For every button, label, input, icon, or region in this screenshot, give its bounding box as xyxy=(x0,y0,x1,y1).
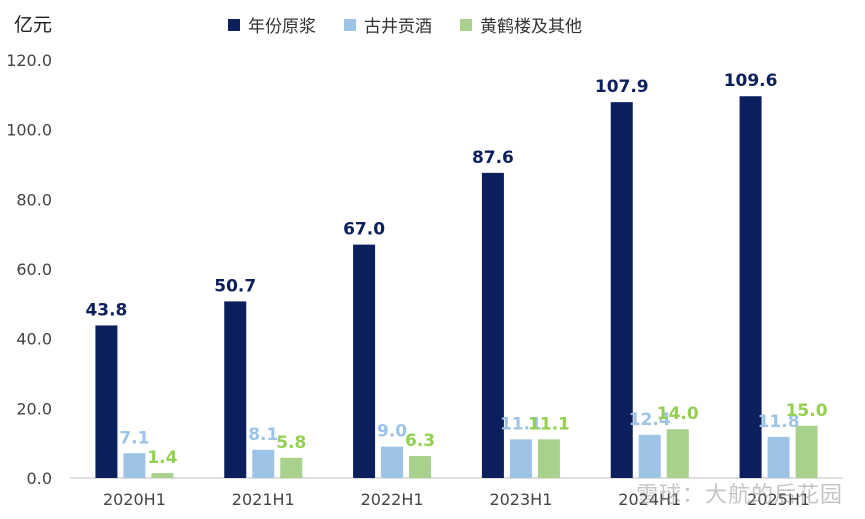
legend-swatch-series-1 xyxy=(228,18,240,31)
x-tick-label: 2022H1 xyxy=(361,490,424,509)
bar xyxy=(610,102,633,479)
data-label: 5.8 xyxy=(276,433,306,453)
data-label: 15.0 xyxy=(786,401,828,421)
legend-item-series-3: 黄鹤楼及其他 xyxy=(460,12,582,37)
bar xyxy=(739,96,762,478)
legend-label-series-1: 年份原浆 xyxy=(248,17,316,37)
data-label: 14.0 xyxy=(657,404,699,424)
legend-label-series-2: 古井贡酒 xyxy=(364,17,432,37)
bar xyxy=(381,446,404,478)
bar xyxy=(123,453,146,478)
x-tick-label: 2024H1 xyxy=(618,490,681,509)
y-tick-label: 100.0 xyxy=(6,121,52,140)
data-label: 11.8 xyxy=(758,412,800,432)
data-label: 6.3 xyxy=(405,431,435,451)
bar xyxy=(481,172,504,479)
x-tick-label: 2020H1 xyxy=(103,490,166,509)
legend-swatch-series-2 xyxy=(344,18,356,31)
data-label: 9.0 xyxy=(377,422,407,442)
y-axis-unit-label: 亿元 xyxy=(14,14,53,36)
x-tick-label: 2023H1 xyxy=(489,490,552,509)
bar xyxy=(252,449,275,478)
data-label: 109.6 xyxy=(724,71,778,91)
bar xyxy=(280,457,303,478)
legend-item-series-2: 古井贡酒 xyxy=(344,12,432,37)
bar xyxy=(537,439,560,478)
bar xyxy=(409,456,432,478)
chart-legend: 年份原浆 古井贡酒 黄鹤楼及其他 xyxy=(228,12,582,37)
y-tick-label: 20.0 xyxy=(16,399,52,418)
bar xyxy=(767,436,790,478)
data-label: 11.1 xyxy=(500,414,542,434)
x-tick-label: 2021H1 xyxy=(232,490,295,509)
bar xyxy=(224,301,247,478)
data-label: 11.1 xyxy=(528,414,570,434)
data-label: 12.4 xyxy=(629,410,671,430)
y-tick-label: 0.0 xyxy=(27,469,52,488)
data-label: 50.7 xyxy=(214,276,256,296)
x-tick-label: 2025H1 xyxy=(747,490,810,509)
data-label: 43.8 xyxy=(85,300,127,320)
legend-swatch-series-3 xyxy=(460,18,472,31)
bar xyxy=(666,429,689,478)
y-tick-label: 80.0 xyxy=(16,190,52,209)
bar xyxy=(95,325,118,478)
data-label: 107.9 xyxy=(595,77,649,97)
legend-item-series-1: 年份原浆 xyxy=(228,12,316,37)
data-label: 67.0 xyxy=(343,220,385,240)
bar xyxy=(638,434,661,478)
legend-label-series-3: 黄鹤楼及其他 xyxy=(480,17,582,37)
watermark-text: 雪球：大航的后花园 xyxy=(635,483,843,508)
y-tick-label: 40.0 xyxy=(16,330,52,349)
y-tick-label: 120.0 xyxy=(6,51,52,70)
bar xyxy=(795,425,818,478)
bar xyxy=(151,473,174,478)
bar xyxy=(353,244,376,478)
y-tick-label: 60.0 xyxy=(16,260,52,279)
data-label: 7.1 xyxy=(119,428,149,448)
bar xyxy=(509,439,532,478)
data-label: 87.6 xyxy=(472,148,514,168)
data-label: 1.4 xyxy=(147,448,177,468)
data-label: 8.1 xyxy=(248,425,278,445)
